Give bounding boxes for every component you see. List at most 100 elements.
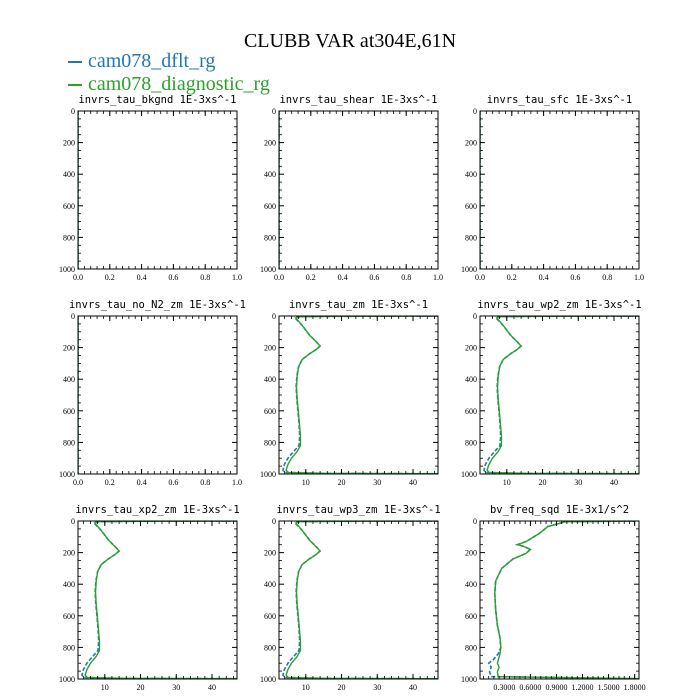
y-tick-label: 600 xyxy=(264,202,276,211)
figure-title: CLUBB VAR at304E,61N xyxy=(243,30,457,52)
y-tick-label: 200 xyxy=(465,549,477,558)
panel-frame xyxy=(278,110,439,270)
panel-title: invrs_tau_no_N2_zm 1E-3xs^-1 xyxy=(69,299,246,311)
legend-swatch-1 xyxy=(68,61,82,64)
y-tick-label: 600 xyxy=(63,612,75,621)
x-tick-label: 10 xyxy=(302,478,310,487)
y-tick-label: 0 xyxy=(473,107,477,116)
panel-frame xyxy=(77,520,238,680)
x-tick-label: 0.9000 xyxy=(545,683,567,692)
y-tick-label: 800 xyxy=(264,438,276,447)
y-tick-label: 1000 xyxy=(461,470,477,479)
panel-title: invrs_tau_bkgnd 1E-3xs^-1 xyxy=(78,94,236,106)
y-tick-label: 400 xyxy=(465,170,477,179)
y-tick-label: 400 xyxy=(63,170,75,179)
series-line-1 xyxy=(487,521,639,679)
y-tick-label: 600 xyxy=(63,407,75,416)
panel-frame xyxy=(278,520,439,680)
panel-4: invrs_tau_no_N2_zm 1E-3xs^-10 200 400 600 80… xyxy=(59,299,246,487)
y-tick-label: 200 xyxy=(63,344,75,353)
y-tick-label: 1000 xyxy=(260,265,276,274)
y-tick-label: 0 xyxy=(71,517,75,526)
y-tick-label: 400 xyxy=(63,580,75,589)
x-tick-label: 20 xyxy=(338,478,346,487)
y-tick-label: 1000 xyxy=(59,265,75,274)
panel-title: invrs_tau_sfc 1E-3xs^-1 xyxy=(487,94,632,106)
y-tick-label: 0 xyxy=(473,517,477,526)
x-tick-label: 10 xyxy=(302,683,310,692)
x-tick-label: 0.0 xyxy=(73,273,83,282)
series-line-1 xyxy=(282,521,438,679)
series-line-1 xyxy=(81,521,237,679)
panel-title: invrs_tau_wp3_zm 1E-3xs^-1 xyxy=(276,504,440,516)
x-tick-label: 30 xyxy=(373,478,381,487)
legend-entry-2: cam078_diagnostic_rg xyxy=(68,73,270,96)
panel-5: invrs_tau_zm 1E-3xs^-1 0 200 400 600 800 1000 1… xyxy=(260,299,439,487)
y-tick-label: 1000 xyxy=(59,470,75,479)
x-tick-label: 30 xyxy=(172,683,180,692)
x-tick-label: 0.0 xyxy=(475,273,485,282)
y-tick-label: 200 xyxy=(63,549,75,558)
y-tick-label: 600 xyxy=(264,612,276,621)
y-tick-label: 800 xyxy=(63,438,75,447)
x-tick-label: 0.2 xyxy=(507,273,517,282)
panel-frame xyxy=(278,315,439,475)
series-line-1 xyxy=(483,316,639,474)
panel-9: bv_freq_sqd 1E-3x1/s^2 0 200 400 600 800 1000 0… xyxy=(461,504,646,692)
y-tick-label: 0 xyxy=(272,517,276,526)
x-tick-label: 0.3000 xyxy=(493,683,515,692)
x-tick-label: 0.4 xyxy=(539,273,549,282)
panel-title: invrs_tau_shear 1E-3xs^-1 xyxy=(279,94,437,106)
x-tick-label: 0.8 xyxy=(602,273,612,282)
x-tick-label: 40 xyxy=(409,683,417,692)
y-tick-label: 600 xyxy=(465,202,477,211)
y-tick-label: 0 xyxy=(272,107,276,116)
y-tick-label: 200 xyxy=(63,139,75,148)
y-tick-label: 400 xyxy=(465,580,477,589)
panel-frame xyxy=(479,110,640,270)
panel-8: invrs_tau_wp3_zm 1E-3xs^-10 200 400 600 800 1… xyxy=(260,504,441,692)
x-tick-label: 0.6 xyxy=(168,273,178,282)
x-tick-label: 1.2000 xyxy=(572,683,594,692)
x-tick-label: 10 xyxy=(101,683,109,692)
legend-label-1: cam078_dflt_rg xyxy=(88,50,216,72)
y-tick-label: 1000 xyxy=(461,675,477,684)
x-tick-label: 0.2 xyxy=(306,273,316,282)
y-tick-label: 800 xyxy=(465,233,477,242)
series-line-2 xyxy=(84,521,237,679)
series-line-2 xyxy=(486,316,639,474)
series-line-2 xyxy=(285,316,438,474)
x-tick-label: 0.8 xyxy=(200,478,210,487)
y-tick-label: 400 xyxy=(63,375,75,384)
x-tick-label: 10 xyxy=(503,478,511,487)
panel-7: invrs_tau_xp2_zm 1E-3xs^-10 200 400 600 800 1… xyxy=(59,504,240,692)
y-tick-label: 400 xyxy=(465,375,477,384)
y-tick-label: 0 xyxy=(272,312,276,321)
x-tick-label: 0.6000 xyxy=(519,683,541,692)
panel-frame xyxy=(77,315,238,475)
x-tick-label: 30 xyxy=(574,478,582,487)
x-tick-label: 0.0 xyxy=(274,273,284,282)
x-tick-label: 0.4 xyxy=(137,478,147,487)
y-tick-label: 800 xyxy=(465,643,477,652)
y-tick-label: 200 xyxy=(264,139,276,148)
y-tick-label: 200 xyxy=(264,344,276,353)
x-tick-label: 40 xyxy=(409,478,417,487)
y-tick-label: 0 xyxy=(71,312,75,321)
panel-1: invrs_tau_bkgnd 1E-3xs^-10 200 400 600 800 10… xyxy=(59,94,242,282)
x-tick-label: 1.5000 xyxy=(598,683,620,692)
x-tick-label: 0.2 xyxy=(105,478,115,487)
legend-label-2: cam078_diagnostic_rg xyxy=(88,73,270,95)
y-tick-label: 400 xyxy=(264,170,276,179)
x-tick-label: 0.8 xyxy=(401,273,411,282)
panel-frame xyxy=(77,110,238,270)
x-tick-label: 0.4 xyxy=(338,273,348,282)
y-tick-label: 400 xyxy=(264,375,276,384)
panel-3: invrs_tau_sfc 1E-3xs^-1 0 200 400 600 800 1000… xyxy=(461,94,644,282)
y-tick-label: 1000 xyxy=(260,470,276,479)
x-tick-label: 0.6 xyxy=(168,478,178,487)
x-tick-label: 0.8 xyxy=(200,273,210,282)
series-line-2 xyxy=(285,521,438,679)
y-tick-label: 0 xyxy=(71,107,75,116)
